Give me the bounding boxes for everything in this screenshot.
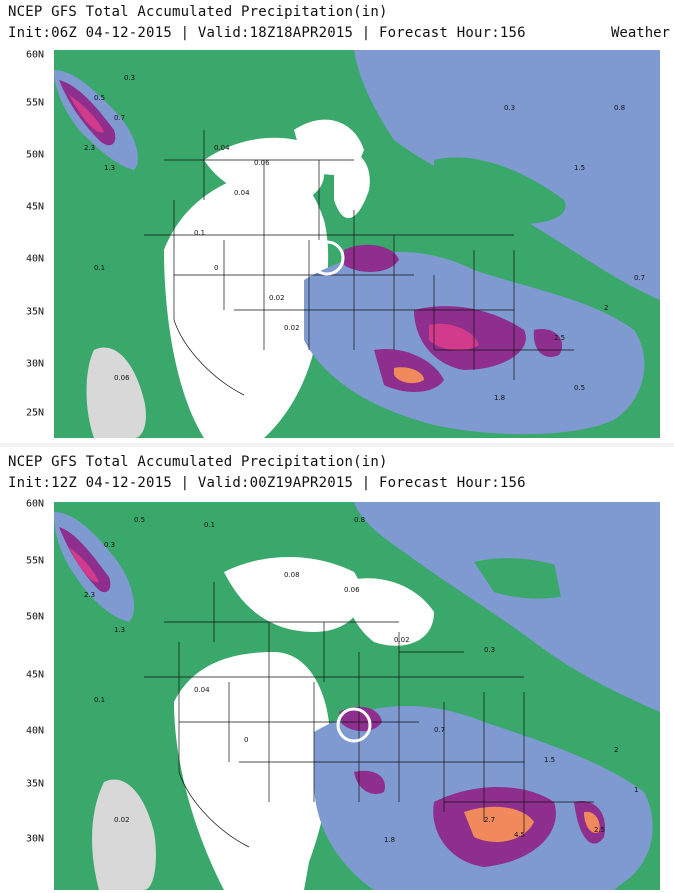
- value-label: 0.02: [394, 636, 410, 644]
- value-label: 0.3: [504, 104, 515, 112]
- value-label: 0: [244, 736, 248, 744]
- panel-subtitle: Init:12Z 04-12-2015 | Valid:00Z19APR2015…: [8, 475, 526, 491]
- value-label: 0.04: [194, 686, 210, 694]
- precipitation-map: 0.3 0.5 0.7 2.3 1.3 0.04 0.1 0.06 0.02 0…: [54, 50, 660, 438]
- value-label: 0.3: [104, 541, 115, 549]
- value-label: 0.7: [634, 274, 645, 282]
- value-label: 2.7: [484, 816, 495, 824]
- value-label: 1.5: [574, 164, 585, 172]
- value-label: 4.5: [514, 831, 525, 839]
- highlight-circle: [336, 707, 372, 743]
- value-label: 0.8: [614, 104, 625, 112]
- value-labels: 0.5 0.3 0.1 2.3 1.3 0.08 0.04 0.06 0.02 …: [84, 516, 638, 844]
- value-label: 0.7: [114, 114, 125, 122]
- value-label: 2.5: [594, 826, 605, 834]
- value-labels: 0.3 0.5 0.7 2.3 1.3 0.04 0.1 0.06 0.02 0…: [84, 74, 645, 402]
- lat-label: 30N: [26, 358, 45, 370]
- map-panel-top: NCEP GFS Total Accumulated Precipitation…: [0, 0, 674, 440]
- value-label: 0.5: [134, 516, 145, 524]
- value-label: 0.8: [354, 516, 365, 524]
- value-label: 0.1: [194, 229, 205, 237]
- value-label: 0.04: [214, 144, 230, 152]
- value-label: 2.5: [554, 334, 565, 342]
- value-label: 0.7: [434, 726, 445, 734]
- value-label: 0.5: [94, 94, 105, 102]
- value-label: 0.02: [269, 294, 285, 302]
- value-label: 0.08: [284, 571, 300, 579]
- precipitation-map: 0.5 0.3 0.1 2.3 1.3 0.08 0.04 0.06 0.02 …: [54, 502, 660, 890]
- panel-title: NCEP GFS Total Accumulated Precipitation…: [8, 454, 388, 470]
- lat-label: 50N: [26, 611, 45, 623]
- value-label: 1.5: [544, 756, 555, 764]
- brand-text: Weather: [610, 25, 670, 41]
- value-label: 2.3: [84, 591, 95, 599]
- lat-label: 55N: [26, 555, 45, 567]
- lat-label: 55N: [26, 97, 45, 109]
- lat-label: 45N: [26, 669, 45, 681]
- value-label: 0.5: [574, 384, 585, 392]
- value-label: 0.1: [204, 521, 215, 529]
- value-label: 0.02: [114, 816, 130, 824]
- value-label: 0.3: [124, 74, 135, 82]
- value-label: 0.06: [344, 586, 360, 594]
- precip-map-svg: 0.3 0.5 0.7 2.3 1.3 0.04 0.1 0.06 0.02 0…: [54, 50, 660, 438]
- value-label: 2.3: [84, 144, 95, 152]
- lat-label: 40N: [26, 725, 45, 737]
- value-label: 1.8: [494, 394, 505, 402]
- value-label: 1: [634, 786, 638, 794]
- lat-label: 50N: [26, 149, 45, 161]
- value-label: 1.8: [384, 836, 395, 844]
- panel-title: NCEP GFS Total Accumulated Precipitation…: [8, 4, 388, 20]
- lat-label: 25N: [26, 407, 45, 419]
- map-panel-bottom: NCEP GFS Total Accumulated Precipitation…: [0, 450, 674, 893]
- lat-label: 40N: [26, 253, 45, 265]
- value-label: 1.3: [114, 626, 125, 634]
- value-label: 0.1: [94, 264, 105, 272]
- panel-divider: [0, 443, 674, 447]
- value-label: 2: [604, 304, 608, 312]
- value-label: 0.04: [234, 189, 250, 197]
- highlight-circle: [309, 240, 345, 276]
- lat-label: 60N: [26, 498, 45, 510]
- lat-label: 35N: [26, 778, 45, 790]
- value-label: 0.06: [114, 374, 130, 382]
- precip-map-svg: 0.5 0.3 0.1 2.3 1.3 0.08 0.04 0.06 0.02 …: [54, 502, 660, 890]
- lat-label: 30N: [26, 833, 45, 845]
- value-label: 0.1: [94, 696, 105, 704]
- panel-subtitle: Init:06Z 04-12-2015 | Valid:18Z18APR2015…: [8, 25, 526, 41]
- lat-label: 45N: [26, 201, 45, 213]
- value-label: 0: [214, 264, 218, 272]
- lat-label: 35N: [26, 306, 45, 318]
- value-label: 0.3: [484, 646, 495, 654]
- value-label: 0.02: [284, 324, 300, 332]
- value-label: 0.06: [254, 159, 270, 167]
- value-label: 1.3: [104, 164, 115, 172]
- lat-label: 60N: [26, 49, 45, 61]
- value-label: 2: [614, 746, 618, 754]
